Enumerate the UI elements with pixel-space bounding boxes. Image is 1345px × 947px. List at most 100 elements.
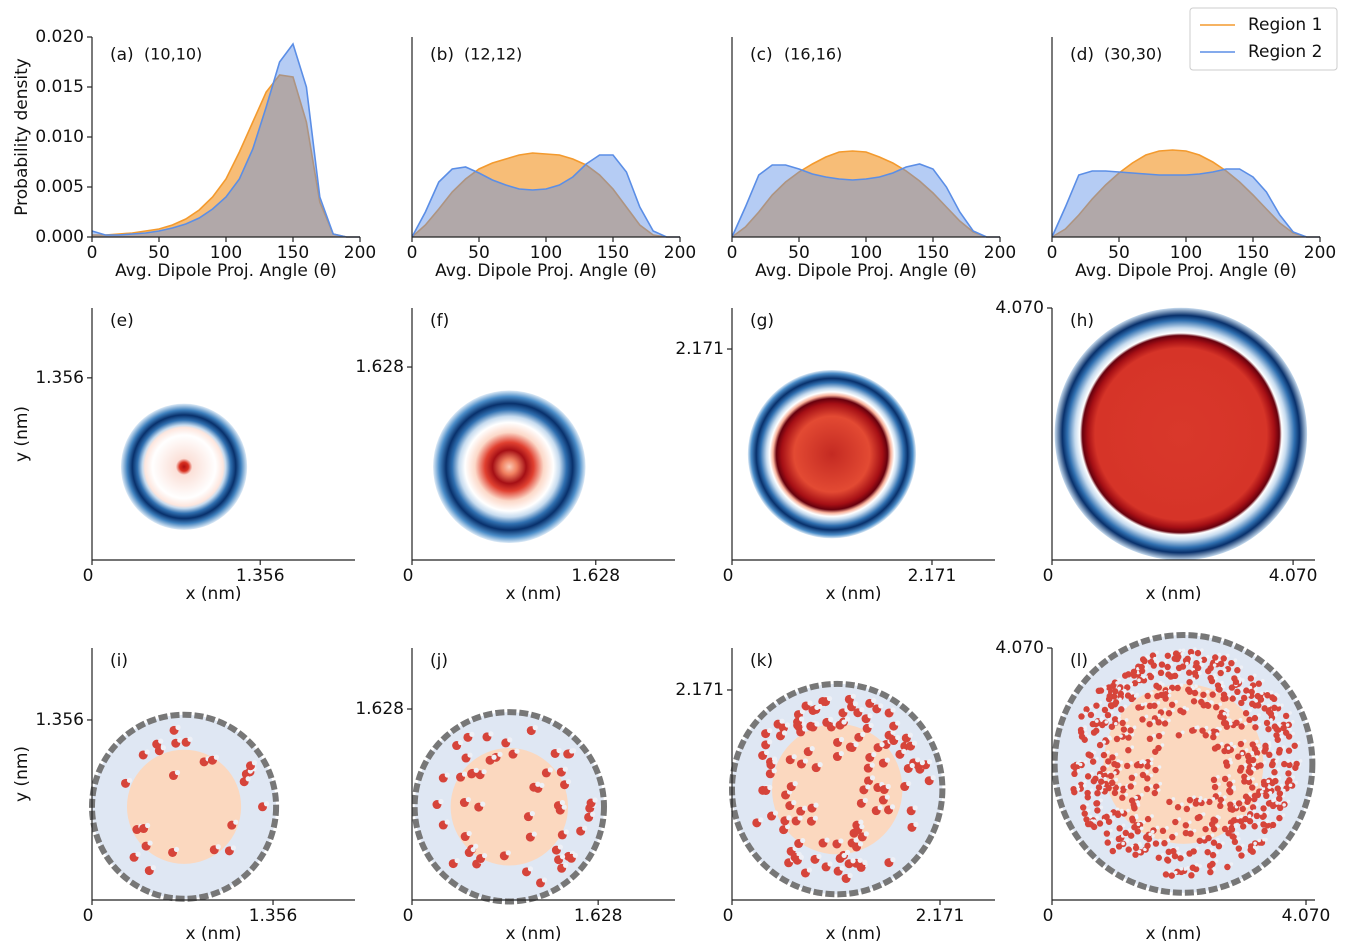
hydrogen [862, 860, 867, 865]
hydrogen [785, 722, 790, 727]
hydrogen [1255, 740, 1259, 744]
hydrogen [1126, 809, 1130, 813]
hydrogen [1095, 816, 1099, 820]
hydrogen [1244, 722, 1248, 726]
hydrogen [1216, 775, 1220, 779]
hydrogen [1268, 741, 1272, 745]
oxygen [1254, 750, 1260, 756]
oxygen [1085, 773, 1091, 779]
hydrogen [1280, 784, 1284, 788]
panel-label: (e) [110, 311, 134, 331]
hydrogen [1216, 732, 1220, 736]
oxygen [1257, 762, 1263, 768]
oxygen [1114, 736, 1120, 742]
hydrogen [797, 815, 802, 820]
hydrogen [1280, 703, 1284, 707]
panel-label: (b) [430, 45, 454, 65]
x-tick-label: 1.356 [249, 906, 298, 926]
oxygen [1187, 797, 1193, 803]
oxygen [1286, 748, 1292, 754]
hydrogen [1152, 719, 1156, 723]
hydrogen [1178, 817, 1182, 821]
hydrogen [1267, 704, 1271, 708]
y-tick-label: 4.070 [995, 298, 1044, 318]
hydrogen [1109, 829, 1113, 833]
oxygen [1238, 741, 1244, 747]
hydrogen [1171, 708, 1175, 712]
hydrogen [1153, 657, 1157, 661]
oxygen [1108, 773, 1114, 779]
oxygen [1258, 696, 1264, 702]
hydrogen [1248, 792, 1252, 796]
oxygen [1222, 776, 1228, 782]
y-tick-label: 1.628 [355, 699, 404, 719]
x-tick-label: 200 [664, 243, 696, 263]
hydrogen [859, 824, 864, 829]
hydrogen [1134, 796, 1138, 800]
oxygen [1209, 861, 1215, 867]
x-tick-label: 0 [1047, 243, 1058, 263]
x-tick-label: 1.628 [571, 566, 620, 586]
oxygen [1210, 734, 1216, 740]
hydrogen [886, 784, 891, 789]
hydrogen [1257, 839, 1261, 843]
hydrogen [1144, 702, 1148, 706]
hydrogen [1163, 708, 1167, 712]
hydrogen [1239, 718, 1243, 722]
oxygen [1115, 812, 1121, 818]
hydrogen [145, 749, 150, 754]
hydrogen [827, 861, 832, 866]
hydrogen [491, 755, 496, 760]
hydrogen [1161, 731, 1165, 735]
hydrogen [548, 767, 553, 772]
oxygen [1232, 839, 1238, 845]
hydrogen [1282, 803, 1286, 807]
oxygen [1152, 790, 1158, 796]
hydrogen [869, 723, 874, 728]
panel-label: (i) [110, 651, 128, 671]
oxygen [1212, 784, 1218, 790]
hydrogen [799, 716, 804, 721]
hydrogen [474, 768, 479, 773]
hydrogen [858, 841, 863, 846]
hydrogen [1176, 846, 1180, 850]
hydrogen [1125, 732, 1129, 736]
hydrogen [906, 781, 911, 786]
hydrogen [1243, 763, 1247, 767]
oxygen [1245, 753, 1251, 759]
oxygen [1200, 692, 1206, 698]
hydrogen [1103, 777, 1107, 781]
x-axis-label: x (nm) [1145, 584, 1201, 604]
hydrogen [566, 779, 571, 784]
oxygen [1118, 706, 1124, 712]
density-map [121, 404, 247, 530]
hydrogen [1245, 748, 1249, 752]
y-tick-label: 0.000 [35, 227, 84, 247]
hydrogen [1183, 853, 1187, 857]
hydrogen [1220, 742, 1224, 746]
hydrogen [1188, 820, 1192, 824]
oxygen [1195, 665, 1201, 671]
oxygen [1116, 836, 1122, 842]
oxygen [1221, 748, 1227, 754]
density-area [1052, 169, 1320, 237]
hydrogen [1133, 726, 1137, 730]
hydrogen [1120, 810, 1124, 814]
oxygen [1090, 758, 1096, 764]
hydrogen [562, 805, 567, 810]
hydrogen [1241, 844, 1245, 848]
hydrogen [1262, 838, 1266, 842]
oxygen [1204, 702, 1210, 708]
oxygen [1166, 799, 1172, 805]
hydrogen [1093, 710, 1097, 714]
hydrogen [1200, 663, 1204, 667]
x-tick-label: 200 [984, 243, 1016, 263]
hydrogen [1269, 718, 1273, 722]
hydrogen [885, 757, 890, 762]
hydrogen [1195, 863, 1199, 867]
hydrogen [1209, 700, 1213, 704]
hydrogen [1099, 798, 1103, 802]
oxygen [1260, 805, 1266, 811]
hydrogen [827, 696, 832, 701]
hydrogen [1158, 782, 1162, 786]
